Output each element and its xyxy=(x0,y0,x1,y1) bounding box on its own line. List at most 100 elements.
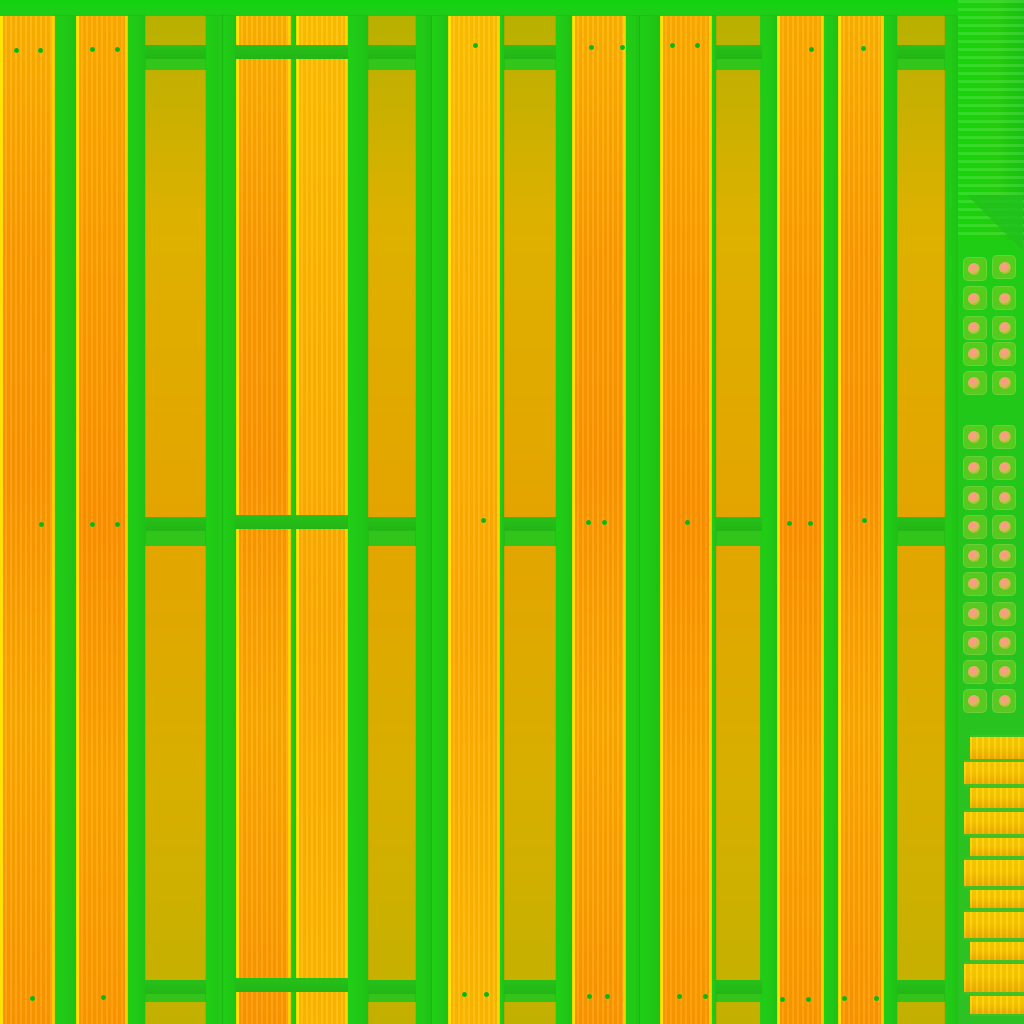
nail-dot-01 xyxy=(14,48,19,53)
crossbar-top-02 xyxy=(236,45,348,59)
rail-10 xyxy=(556,16,572,1024)
crossbar-top-06 xyxy=(897,45,945,59)
crossbar-bottom-04 xyxy=(504,980,556,994)
nail-dot-08 xyxy=(670,43,675,48)
rivet-icon-02 xyxy=(999,262,1011,274)
rail-12 xyxy=(640,16,660,1024)
rivet-icon-21 xyxy=(968,578,980,590)
rivet-icon-11 xyxy=(968,431,980,443)
rail-14 xyxy=(762,16,777,1024)
thin-rail-02 xyxy=(420,16,424,1024)
thin-rail-01 xyxy=(218,16,222,1024)
yellow-swatch-03 xyxy=(970,786,1024,810)
rivet-icon-23 xyxy=(968,608,980,620)
rivet-icon-15 xyxy=(968,492,980,504)
rivet-icon-09 xyxy=(968,377,980,389)
yellow-swatch-09 xyxy=(970,940,1024,962)
nail-dot-22 xyxy=(30,996,35,1001)
nail-dot-03 xyxy=(90,47,95,52)
nail-dot-32 xyxy=(842,996,847,1001)
rail-08 xyxy=(432,16,448,1024)
rivet-icon-07 xyxy=(968,348,980,360)
nail-dot-24 xyxy=(462,992,467,997)
rivet-icon-22 xyxy=(999,578,1011,590)
crossbar-top-04 xyxy=(504,45,556,59)
nail-dot-21 xyxy=(862,518,867,523)
crossbar-bottom-05 xyxy=(716,980,762,994)
nail-dot-15 xyxy=(481,518,486,523)
nail-dot-19 xyxy=(787,521,792,526)
crossbar-bottom-06 xyxy=(897,980,945,994)
nail-dot-12 xyxy=(39,522,44,527)
rivet-icon-29 xyxy=(968,695,980,707)
rivet-icon-04 xyxy=(999,293,1011,305)
nail-dot-04 xyxy=(115,47,120,52)
rivet-icon-25 xyxy=(968,637,980,649)
rail-16 xyxy=(884,16,897,1024)
crossbar-mid-04 xyxy=(504,517,556,531)
crossbar-top-03 xyxy=(368,45,416,59)
nail-dot-27 xyxy=(605,994,610,999)
crossbar-bottom-01 xyxy=(145,980,206,994)
board-02 xyxy=(76,16,128,1024)
nail-dot-20 xyxy=(808,521,813,526)
nail-dot-25 xyxy=(484,992,489,997)
rail-01 xyxy=(55,16,76,1024)
crossbar-mid-02 xyxy=(236,515,348,529)
rivet-icon-20 xyxy=(999,550,1011,562)
rivet-icon-01 xyxy=(968,263,980,275)
rail-15 xyxy=(824,16,838,1024)
board-08 xyxy=(777,16,824,1024)
nail-dot-11 xyxy=(861,46,866,51)
crossbar-top-05 xyxy=(716,45,762,59)
rivet-icon-06 xyxy=(999,322,1011,334)
nail-dot-33 xyxy=(874,996,879,1001)
yellow-swatch-06 xyxy=(964,858,1024,888)
yellow-swatch-07 xyxy=(970,888,1024,910)
yellow-swatch-04 xyxy=(964,810,1024,836)
nail-dot-26 xyxy=(587,994,592,999)
crossbar-mid-01 xyxy=(145,517,206,531)
crossbar-mid-03 xyxy=(368,517,416,531)
nail-dot-16 xyxy=(586,520,591,525)
nail-dot-30 xyxy=(780,997,785,1002)
rivet-icon-30 xyxy=(999,695,1011,707)
board-09 xyxy=(838,16,884,1024)
nail-dot-29 xyxy=(703,994,708,999)
yellow-swatch-05 xyxy=(970,836,1024,858)
rivet-icon-03 xyxy=(968,293,980,305)
board-05 xyxy=(448,16,500,1024)
rivet-icon-27 xyxy=(968,666,980,678)
nail-dot-31 xyxy=(806,997,811,1002)
nail-dot-23 xyxy=(101,995,106,1000)
rivet-icon-18 xyxy=(999,521,1011,533)
yellow-swatch-10 xyxy=(964,962,1024,994)
rivet-icon-05 xyxy=(968,322,980,334)
nail-dot-02 xyxy=(38,48,43,53)
rivet-icon-28 xyxy=(999,666,1011,678)
rivet-icon-13 xyxy=(968,462,980,474)
board-06 xyxy=(572,16,626,1024)
crossbar-top-01 xyxy=(145,45,206,59)
thin-rail-03 xyxy=(632,16,636,1024)
rail-06 xyxy=(348,16,368,1024)
rivet-icon-14 xyxy=(999,462,1011,474)
yellow-swatch-08 xyxy=(964,910,1024,940)
rail-04 xyxy=(223,16,236,1024)
rivet-icon-16 xyxy=(999,492,1011,504)
nail-dot-28 xyxy=(677,994,682,999)
rivet-icon-08 xyxy=(999,348,1011,360)
nail-dot-10 xyxy=(809,47,814,52)
crossbar-bottom-02 xyxy=(236,978,348,992)
atlas-triangle xyxy=(967,195,1023,251)
nail-dot-09 xyxy=(695,43,700,48)
yellow-swatch-02 xyxy=(964,760,1024,786)
nail-dot-17 xyxy=(602,520,607,525)
thin-rail-05 xyxy=(948,16,952,1024)
nail-dot-14 xyxy=(115,522,120,527)
nail-dot-13 xyxy=(90,522,95,527)
rivet-icon-24 xyxy=(999,608,1011,620)
board-01 xyxy=(0,16,55,1024)
rivet-icon-26 xyxy=(999,637,1011,649)
